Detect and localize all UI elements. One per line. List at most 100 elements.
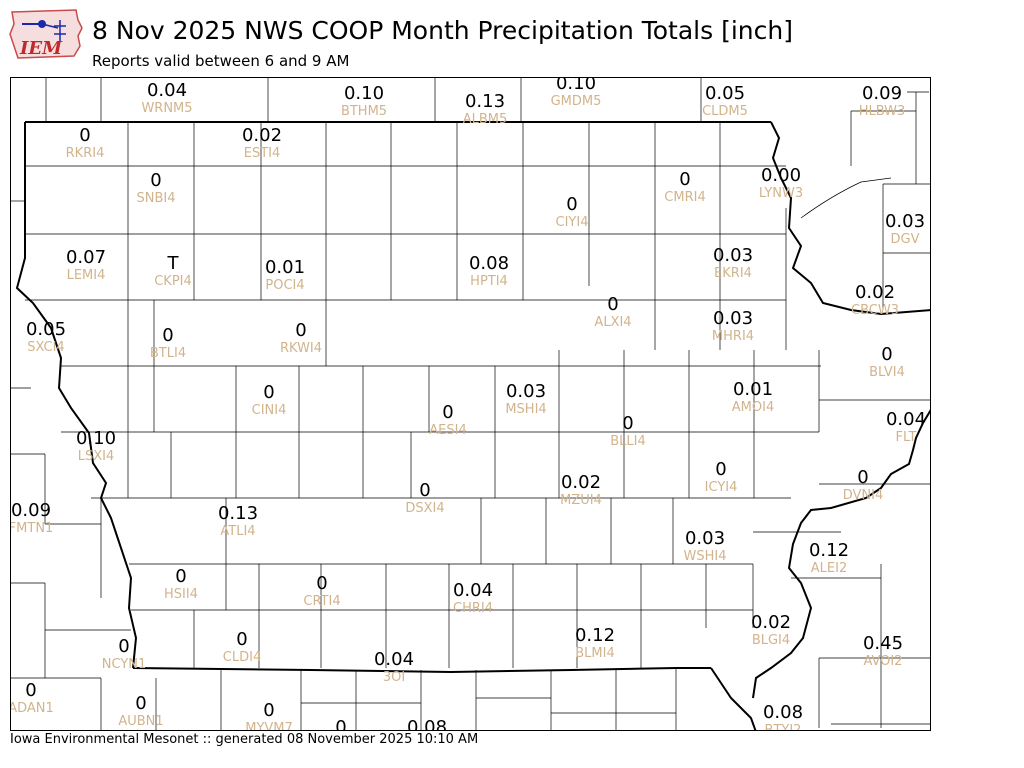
station-marker[interactable]: 0.12 ALEI2 <box>808 540 850 577</box>
station-marker[interactable]: 0.10 GMDM5 <box>550 78 602 109</box>
precip-value: 0.12 <box>808 540 850 561</box>
page-subtitle: Reports valid between 6 and 9 AM <box>92 52 350 70</box>
station-marker[interactable]: 0.03 DGV <box>885 212 925 248</box>
station-marker[interactable]: 0 CIYI4 <box>555 195 589 231</box>
station-id: HSII4 <box>164 587 198 602</box>
station-marker[interactable]: 0.13 ALBM5 <box>463 91 508 128</box>
station-marker[interactable]: 0 RKWI4 <box>280 320 322 357</box>
station-id: DSXI4 <box>405 501 445 516</box>
station-marker[interactable]: 0.01 AMOI4 <box>732 379 774 416</box>
precip-value: 0 <box>881 344 893 365</box>
precip-value: 0 <box>715 459 727 480</box>
station-marker[interactable]: 0.05 SXCI4 <box>26 320 66 356</box>
station-marker[interactable]: 0.03 WSHI4 <box>684 529 727 565</box>
station-marker[interactable]: 0 AESI4 <box>429 403 466 439</box>
station-marker[interactable]: 0.02 MZUI4 <box>560 472 602 509</box>
station-marker[interactable]: 0 MYVM7 <box>245 701 293 731</box>
station-id: LYNW3 <box>758 186 804 201</box>
station-id: 3OI <box>382 670 406 685</box>
precip-value: 0.02 <box>854 282 896 303</box>
station-id: ESTI4 <box>243 146 281 161</box>
precip-value: 0 <box>419 480 431 501</box>
station-marker[interactable]: 0 CMRI4 <box>664 169 706 206</box>
station-marker[interactable]: 0 NCYN1 <box>102 637 147 673</box>
precip-value: 0.45 <box>862 633 904 654</box>
station-marker[interactable]: 0 CRTI4 <box>303 574 341 610</box>
station-id: CINI4 <box>251 403 287 418</box>
precip-value: 0.13 <box>464 91 506 112</box>
station-marker[interactable]: T CKPI4 <box>154 254 192 290</box>
station-marker[interactable]: 0 DSXI4 <box>405 480 445 517</box>
station-marker[interactable]: 0 BTLI4 <box>150 326 186 362</box>
precip-value: 0 <box>295 320 307 341</box>
station-marker[interactable]: 0 SNBI4 <box>137 170 176 207</box>
precip-value: 0 <box>135 693 147 714</box>
station-marker[interactable]: 0.10 BTHM5 <box>341 84 387 120</box>
station-id: ADAN1 <box>10 701 54 716</box>
station-marker[interactable]: 0.45 AVOI2 <box>862 633 904 670</box>
precip-value: 0.04 <box>452 580 494 601</box>
station-marker[interactable]: 0 ADAN1 <box>10 680 54 717</box>
station-marker[interactable]: 0.10 LSXI4 <box>76 429 116 465</box>
precip-value: 0 <box>25 680 37 701</box>
station-marker[interactable]: 0 HSII4 <box>164 567 198 603</box>
precip-value: 0.08 <box>762 702 804 723</box>
station-marker[interactable]: 0.04 WRNM5 <box>141 80 192 117</box>
logo-text: IEM <box>20 38 63 59</box>
precip-value: 0.09 <box>10 500 52 521</box>
station-marker[interactable]: 0.03 EKRI4 <box>713 246 753 282</box>
station-marker[interactable]: 0 RKRI4 <box>66 126 105 162</box>
precipitation-map[interactable]: 0.04 WRNM5 0.10 BTHM5 0.13 ALBM5 0.10 GMDM5 0.05… <box>10 77 931 731</box>
station-marker[interactable]: 0.12 BLMI4 <box>574 625 616 662</box>
station-marker[interactable]: 0 CLDI4 <box>223 629 261 666</box>
station-marker[interactable]: 0 BLVI4 <box>869 344 905 381</box>
station-marker[interactable]: 0.04 FLT <box>886 410 926 446</box>
precip-value: 0.02 <box>560 472 602 493</box>
precip-value: 0.04 <box>373 649 415 670</box>
station-marker[interactable]: 0 AUBN1 <box>118 693 163 730</box>
station-marker[interactable]: 0.02 CBCW3 <box>851 282 899 319</box>
station-marker[interactable]: 0.03 MHRI4 <box>712 309 754 345</box>
station-marker[interactable]: 0.00 LYNW3 <box>758 166 804 202</box>
station-marker[interactable]: 0.05 CLDM5 <box>702 84 748 120</box>
station-marker[interactable]: 0.08 <box>407 718 447 731</box>
station-id: ALXI4 <box>594 315 632 330</box>
station-id: MZUI4 <box>560 493 602 508</box>
precip-value: 0 <box>236 629 248 650</box>
station-marker[interactable]: 0 DVNI4 <box>843 468 884 504</box>
precip-value: 0 <box>679 169 691 190</box>
station-id: DGV <box>890 232 920 247</box>
precip-value: 0 <box>150 170 162 191</box>
precip-value: 0.08 <box>406 717 448 731</box>
precip-value: 0.08 <box>468 253 510 274</box>
station-id: CMRI4 <box>664 190 706 205</box>
station-marker[interactable]: 0.02 BLGI4 <box>750 612 792 649</box>
station-id: CRTI4 <box>303 594 341 609</box>
precip-value: 0.01 <box>732 379 774 400</box>
station-marker[interactable]: 0 BLLI4 <box>610 414 646 450</box>
station-marker[interactable]: 0.09 FMTN1 <box>10 500 53 537</box>
precip-value: 0.02 <box>750 612 792 633</box>
station-marker[interactable]: 0.04 CHRI4 <box>452 580 494 617</box>
station-marker[interactable]: 0.09 HLBW3 <box>859 84 906 120</box>
station-marker[interactable]: 0 ALXI4 <box>594 295 632 331</box>
station-marker[interactable]: 0 <box>335 718 346 731</box>
station-marker[interactable]: 0.02 ESTI4 <box>241 125 283 162</box>
station-marker[interactable]: 0.07 LEMI4 <box>66 248 106 284</box>
station-id: LEMI4 <box>66 268 106 283</box>
station-marker[interactable]: 0.13 ATLI4 <box>218 504 258 540</box>
precip-value: 0.02 <box>241 125 283 146</box>
station-marker[interactable]: 0 ICYI4 <box>705 459 738 496</box>
iem-logo[interactable]: IEM <box>8 6 86 62</box>
station-marker[interactable]: 0.04 3OI <box>373 649 415 686</box>
precip-value: 0.12 <box>574 625 616 646</box>
page-title: 8 Nov 2025 NWS COOP Month Precipitation … <box>92 16 793 45</box>
station-marker[interactable]: 0.03 MSHI4 <box>505 382 546 418</box>
station-id: GMDM5 <box>550 94 602 109</box>
station-marker[interactable]: 0.01 POCI4 <box>265 258 305 294</box>
station-id: CIYI4 <box>555 215 589 230</box>
precip-value: 0.04 <box>146 80 188 101</box>
station-marker[interactable]: 0.08 HPTI4 <box>468 253 510 290</box>
station-marker[interactable]: 0.08 BTYI2 <box>763 703 803 731</box>
station-marker[interactable]: 0 CINI4 <box>251 383 287 419</box>
